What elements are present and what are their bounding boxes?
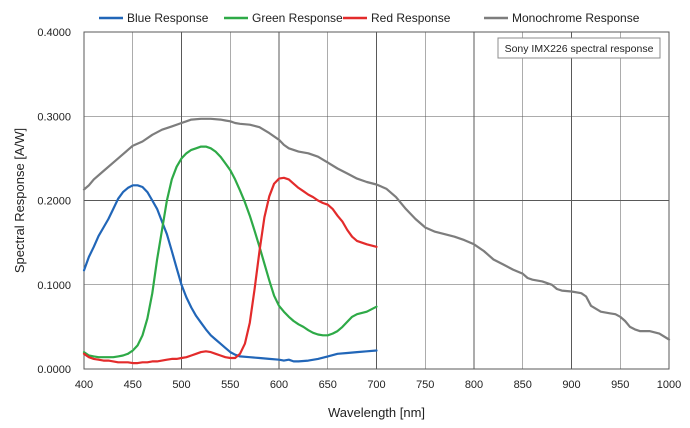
plot-area-border [83, 31, 670, 370]
x-axis-title: Wavelength [nm] [328, 405, 425, 420]
x-tick-label: 400 [75, 379, 93, 391]
y-tick-label: 0.2000 [37, 196, 71, 208]
x-tick-label: 1000 [657, 379, 681, 391]
x-tick-label: 450 [124, 379, 142, 391]
x-tick-label: 600 [270, 379, 288, 391]
y-tick-label: 0.4000 [37, 27, 71, 39]
green-response-line [82, 145, 378, 359]
blue-response-legend-label: Blue Response [127, 11, 209, 25]
x-tick-label: 650 [319, 379, 337, 391]
x-tick-label: 700 [367, 379, 385, 391]
x-tick-label: 900 [562, 379, 580, 391]
annotation-frame [497, 37, 661, 59]
green-response-legend-label: Green Response [252, 11, 343, 25]
legend: Blue Response Green Response Red Response M… [99, 11, 640, 25]
y-tick-label: 0.0000 [37, 364, 71, 376]
x-tick-label: 850 [514, 379, 532, 391]
series-lines [82, 117, 671, 365]
x-tick-label: 750 [416, 379, 434, 391]
monochrome-response-line [82, 117, 671, 341]
annotation-text: Sony IMX226 spectral response [505, 43, 654, 55]
y-tick-label: 0.1000 [37, 280, 71, 292]
y-axis-title: Spectral Response [A/W] [12, 128, 27, 273]
x-tick-label: 550 [221, 379, 239, 391]
x-tick-label: 800 [465, 379, 483, 391]
blue-response-line [82, 184, 378, 363]
y-tick-label: 0.3000 [37, 111, 71, 123]
annotation-box: Sony IMX226 spectral response [497, 37, 661, 59]
red-response-legend-label: Red Response [371, 11, 451, 25]
grid [84, 32, 669, 369]
tick-labels: 400 450 500 550 600 650 700 750 800 850 900 950 1000… [37, 27, 681, 391]
red-response-line [82, 176, 378, 365]
monochrome-response-legend-label: Monochrome Response [512, 11, 640, 25]
x-tick-label: 950 [611, 379, 629, 391]
x-tick-label: 500 [172, 379, 190, 391]
